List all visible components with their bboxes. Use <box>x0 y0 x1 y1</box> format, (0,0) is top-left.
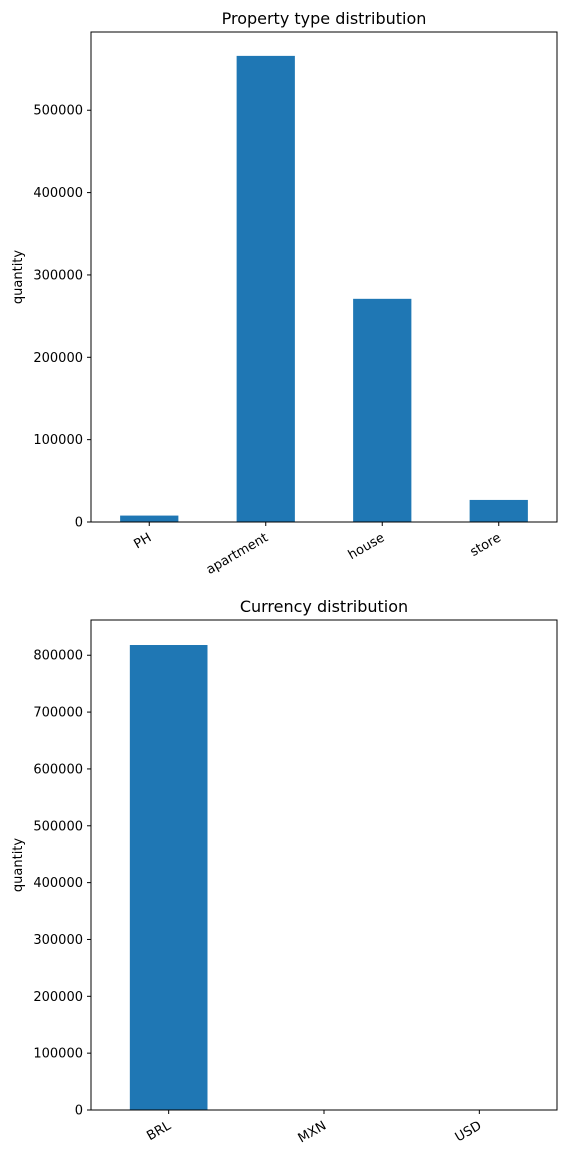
y-tick-label: 0 <box>75 1104 83 1119</box>
y-tick-label: 400000 <box>33 186 83 201</box>
y-ticks: 0 100000 200000 300000 400000 500000 <box>33 104 91 531</box>
y-tick-label: 500000 <box>33 819 83 834</box>
x-tick-label: store <box>468 530 504 559</box>
x-tick-label: MXN <box>296 1118 329 1146</box>
chart-title: Property type distribution <box>222 9 427 28</box>
x-ticks: BRL MXN USD <box>144 1110 484 1146</box>
y-tick-label: 0 <box>75 516 83 531</box>
x-ticks: PH apartment house store <box>131 522 504 578</box>
axes-frame <box>90 31 558 523</box>
y-tick-label: 200000 <box>33 351 83 366</box>
y-ticks: 0 100000 200000 300000 400000 500000 600000 700… <box>33 649 91 1119</box>
y-axis-label: quantity <box>11 838 26 893</box>
x-tick-label: apartment <box>204 530 271 577</box>
y-axis-label: quantity <box>11 250 26 305</box>
x-tick-label: USD <box>453 1118 485 1145</box>
bars <box>129 645 208 1110</box>
x-tick-label: house <box>346 530 387 563</box>
y-tick-label: 200000 <box>33 990 83 1005</box>
bar-ph <box>120 515 179 522</box>
bar-store <box>469 499 528 522</box>
y-tick-label: 300000 <box>33 268 83 283</box>
bars <box>120 55 528 522</box>
chart-title: Currency distribution <box>240 597 408 616</box>
bar-brl <box>129 645 208 1110</box>
y-tick-label: 100000 <box>33 1047 83 1062</box>
y-tick-label: 300000 <box>33 933 83 948</box>
bar-house <box>353 298 412 522</box>
y-tick-label: 500000 <box>33 104 83 119</box>
chart-property-type: Property type distribution quantity 0 100… <box>11 9 558 578</box>
y-tick-label: 700000 <box>33 706 83 721</box>
x-tick-label: BRL <box>144 1118 174 1144</box>
y-tick-label: 100000 <box>33 433 83 448</box>
axes-frame <box>90 619 558 1111</box>
y-tick-label: 400000 <box>33 876 83 891</box>
x-tick-label: PH <box>131 530 154 552</box>
bar-apartment <box>236 55 295 522</box>
chart-currency: Currency distribution quantity 0 100000 20… <box>11 597 558 1146</box>
y-tick-label: 600000 <box>33 762 83 777</box>
y-tick-label: 800000 <box>33 649 83 664</box>
